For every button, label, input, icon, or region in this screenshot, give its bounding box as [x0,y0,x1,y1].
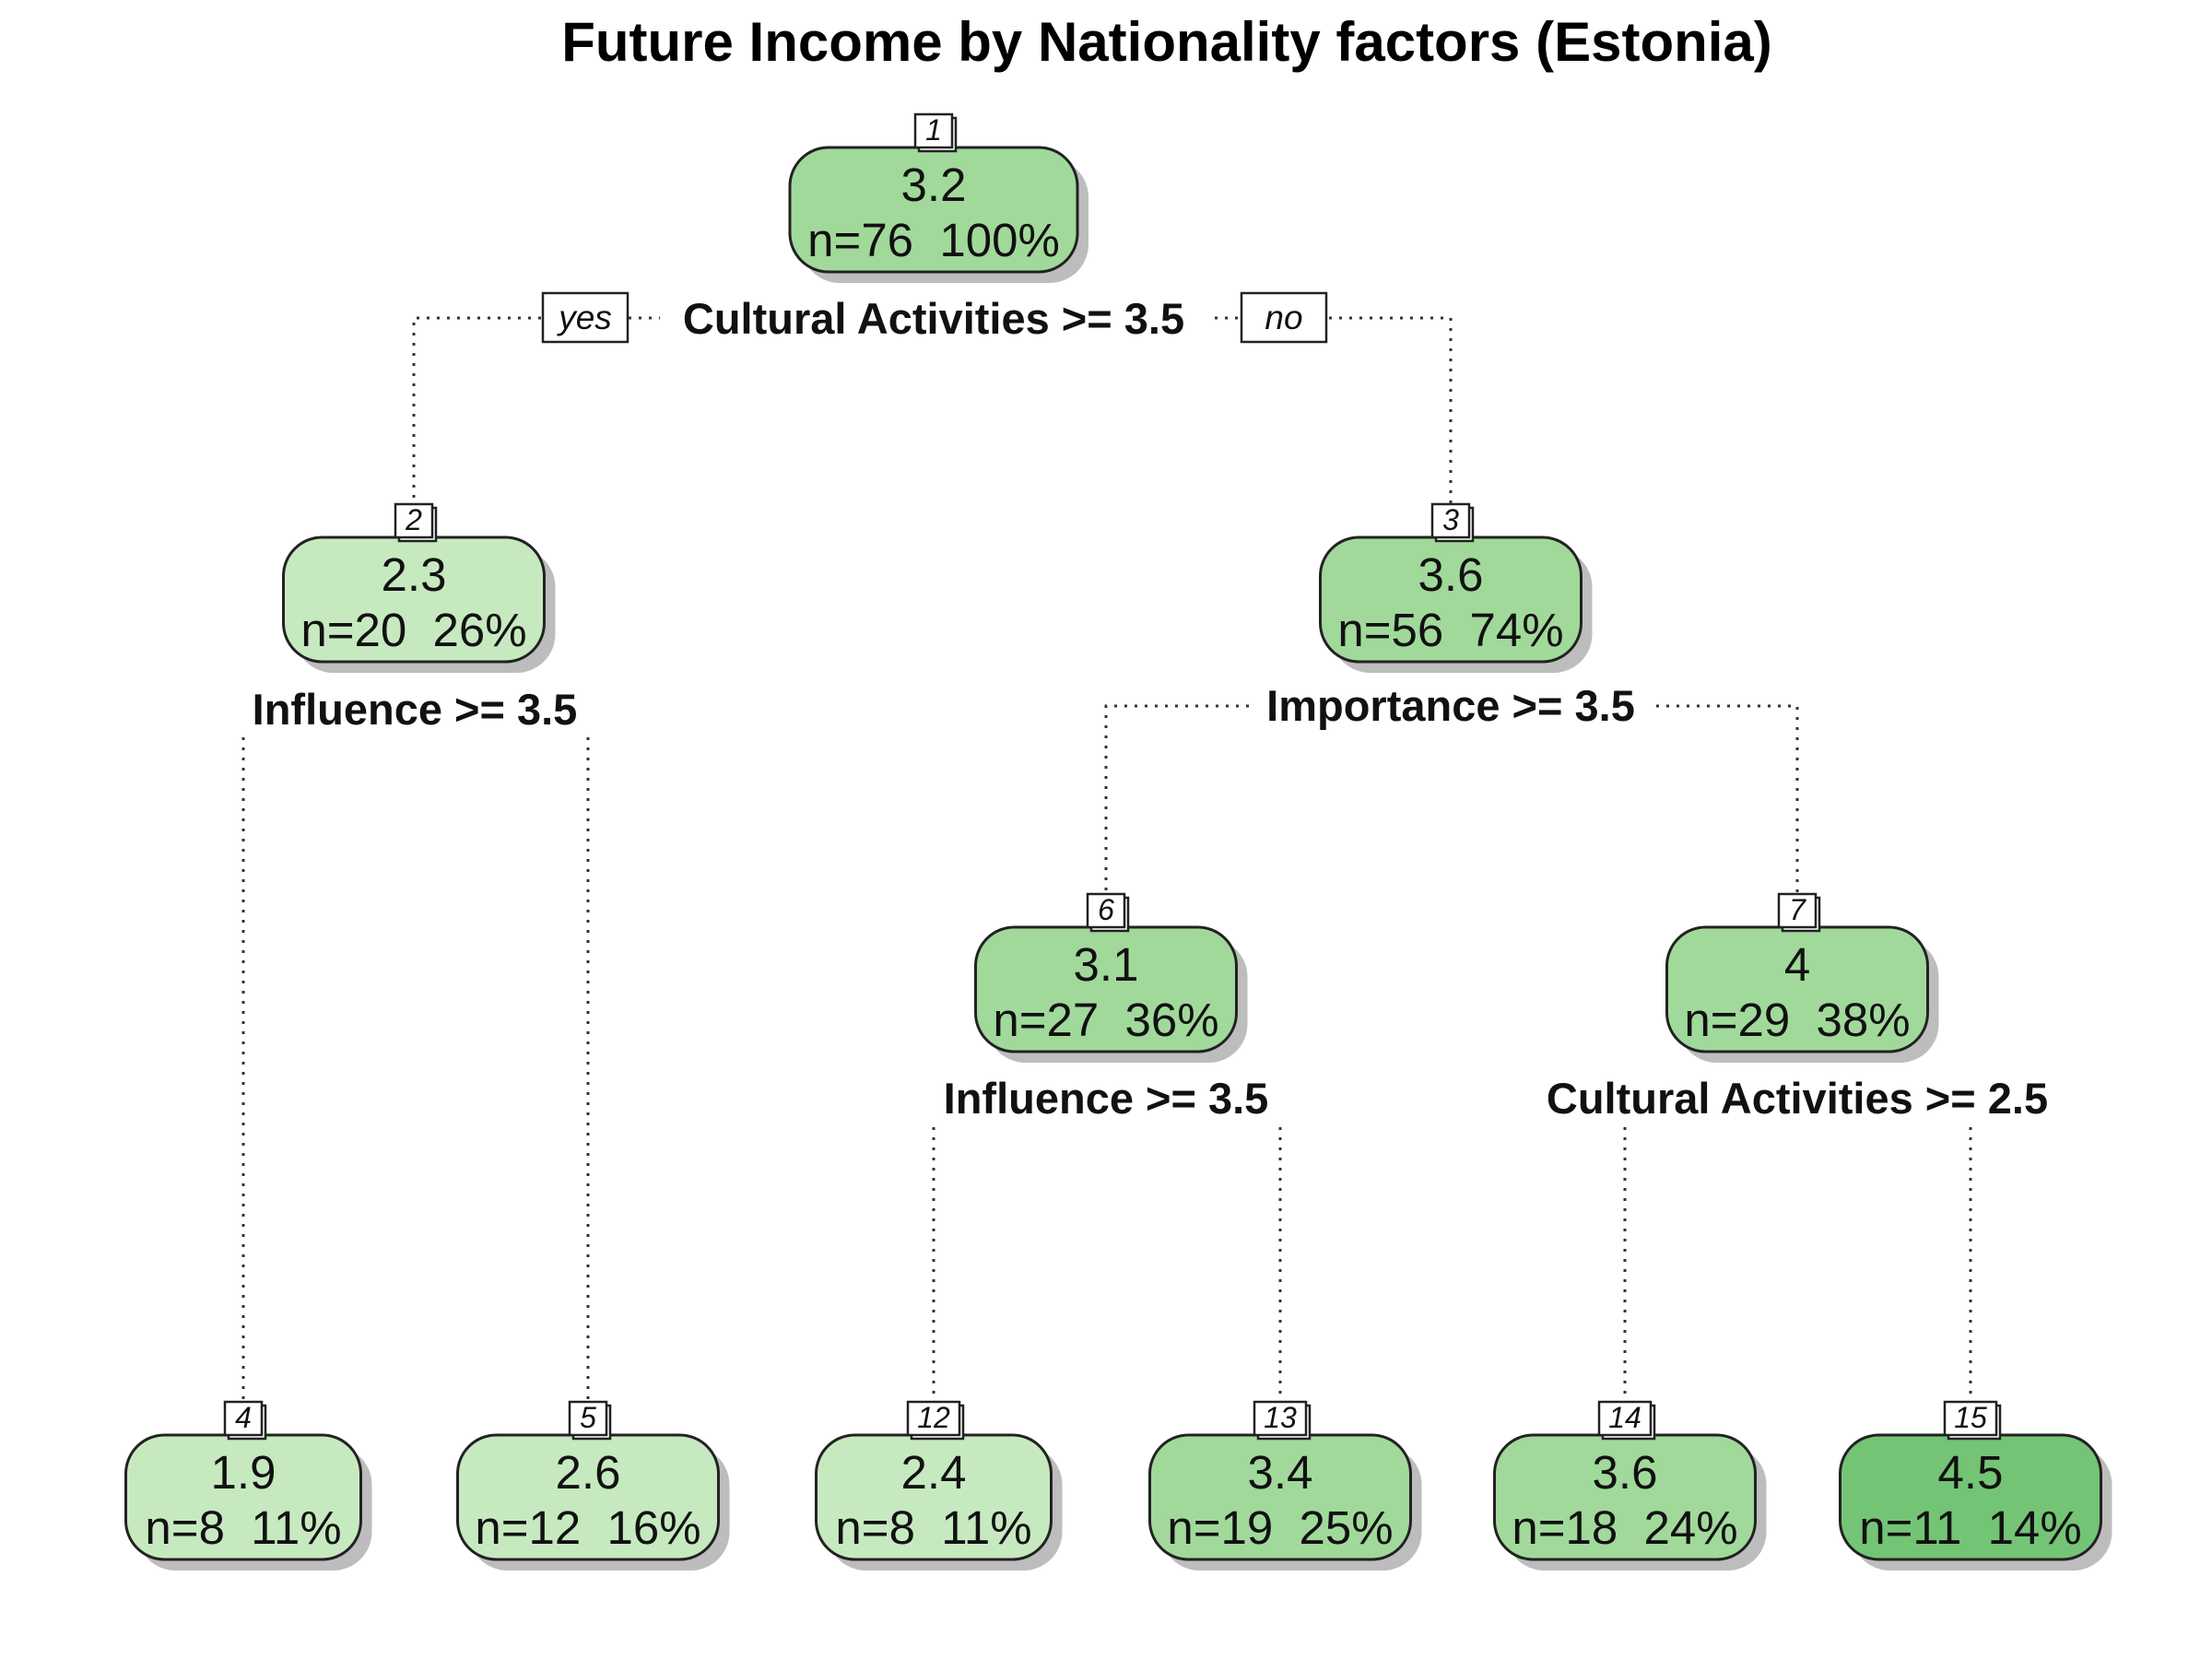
tree-node-14: 14 3.6n=18 24% [1493,1400,1767,1571]
node-value: 2.6 [556,1446,621,1499]
node-number-box [906,1400,961,1437]
node-number: 6 [1098,893,1114,926]
tree-node-3: 3 3.6n=56 74% [1319,502,1593,673]
split-label-node-6: Influence >= 3.5 [944,1074,1269,1123]
node-stats: n=8 11% [835,1501,1031,1554]
node-value: 1.9 [211,1446,276,1499]
node-stats: n=56 74% [1337,604,1563,656]
split-label-node-3: Importance >= 3.5 [1266,681,1635,730]
node-number: 13 [1264,1401,1297,1434]
branch-1-to-2 [412,316,541,505]
branch-3-to-6 [1104,704,1249,895]
node-value: 3.2 [901,159,967,211]
node-stats: n=76 100% [807,214,1060,266]
split-label-node-7: Cultural Activities >= 2.5 [1547,1074,2048,1123]
node-stats: n=18 24% [1512,1501,1737,1554]
tree-node-6: 6 3.1n=27 36% [974,892,1248,1063]
node-value: 3.6 [1418,548,1484,601]
node-value: 2.3 [382,548,447,601]
node-number-box [1253,1400,1308,1437]
node-stats: n=19 25% [1167,1501,1393,1554]
node-number-box [394,502,434,539]
node-number-box [1943,1400,1998,1437]
tree-node-5: 5 2.6n=12 16% [456,1400,730,1571]
tree-node-1: 1 3.2n=76 100% [788,112,1088,283]
node-number: 14 [1608,1401,1641,1434]
node-number: 2 [405,503,422,536]
node-number-box [1597,1400,1653,1437]
node-value: 3.6 [1593,1446,1658,1499]
branch-lines [241,316,1972,1404]
node-number-box [223,1400,264,1437]
node-stats: n=12 16% [475,1501,700,1554]
node-stats: n=8 11% [145,1501,341,1554]
no-label-text: no [1265,299,1302,336]
node-value: 3.4 [1248,1446,1313,1499]
node-number: 7 [1789,893,1806,926]
split-label-node-1: Cultural Activities >= 3.5 [683,294,1184,343]
tree-node-15: 15 4.5n=11 14% [1839,1400,2112,1571]
tree-nodes: 13.2n=76 100%22.3n=20 26%33.6n=56 74%63.… [124,112,2112,1571]
node-value: 3.1 [1074,938,1139,991]
node-number-box [1430,502,1471,539]
yes-label: yes [541,291,629,344]
tree-node-13: 13 3.4n=19 25% [1148,1400,1422,1571]
branch-3-to-7 [1656,704,1799,895]
node-number: 12 [917,1401,950,1434]
node-stats: n=29 38% [1684,994,1910,1046]
tree-node-4: 4 1.9n=8 11% [124,1400,372,1571]
tree-node-12: 12 2.4n=8 11% [815,1400,1063,1571]
node-number-box [568,1400,608,1437]
node-number: 4 [235,1401,252,1434]
split-label-node-2: Influence >= 3.5 [253,685,578,734]
node-value: 4.5 [1938,1446,2004,1499]
branch-1-to-3-connector [1329,316,1453,505]
node-value: 4 [1784,938,1810,991]
tree-node-2: 2 2.3n=20 26% [282,502,556,673]
node-number-box [1777,892,1818,929]
node-number-box [913,112,954,149]
node-value: 2.4 [901,1446,967,1499]
node-number: 3 [1442,503,1459,536]
split-labels: Cultural Activities >= 3.5 Influence >= … [253,294,2048,1123]
tree-title: Future Income by Nationality factors (Es… [561,11,1772,73]
node-number-box [1086,892,1126,929]
node-number: 5 [580,1401,596,1434]
node-stats: n=20 26% [300,604,526,656]
yes-label-text: yes [556,299,612,336]
node-stats: n=27 36% [993,994,1218,1046]
node-stats: n=11 14% [1859,1501,2082,1554]
no-label: no [1240,291,1328,344]
tree-node-7: 7 4n=29 38% [1665,892,1939,1063]
node-number: 15 [1954,1401,1987,1434]
node-number: 1 [925,113,942,147]
